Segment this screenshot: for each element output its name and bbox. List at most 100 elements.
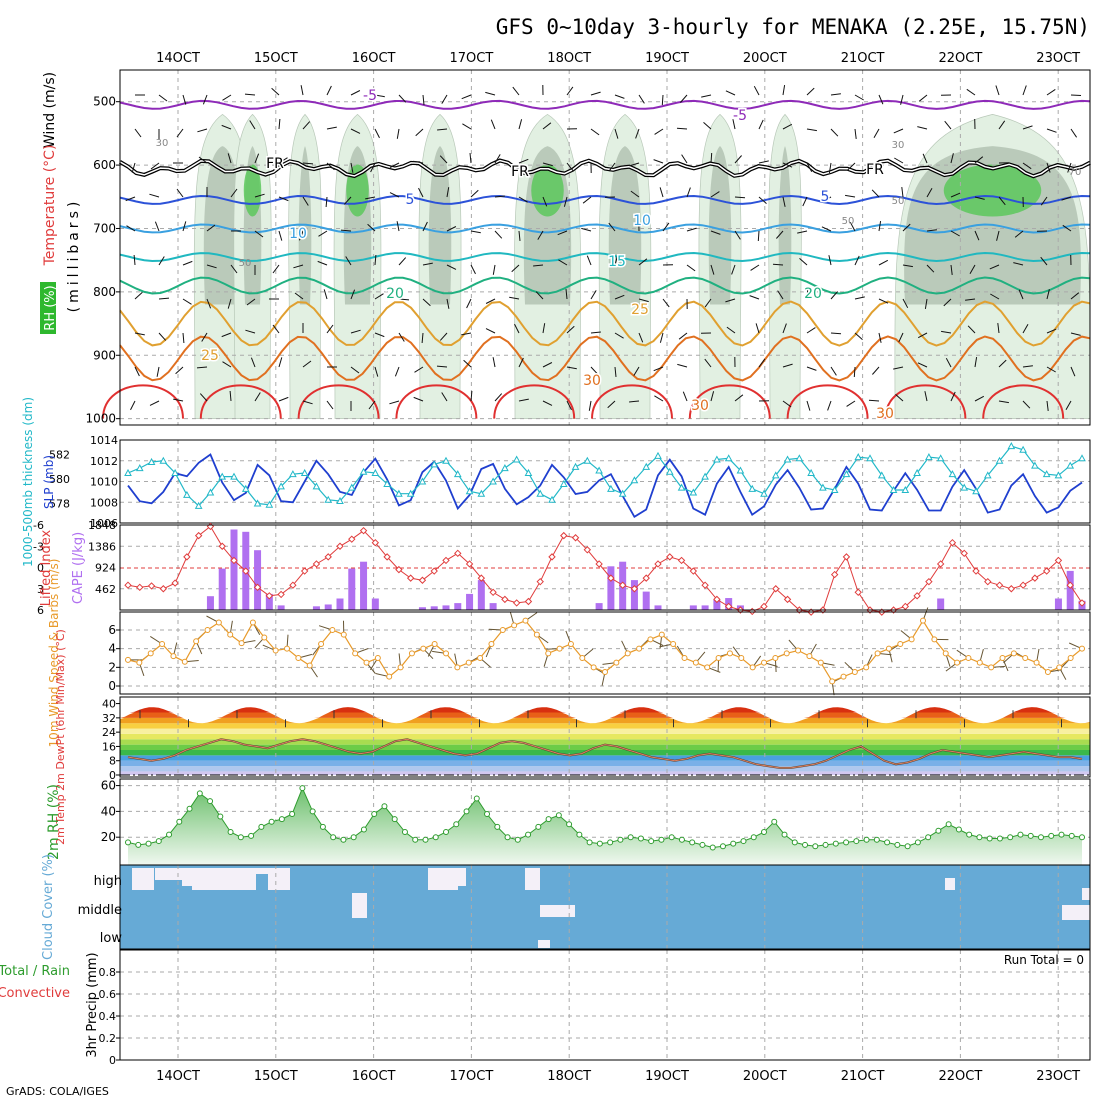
wind-barb [590,331,601,334]
wind-barb [566,400,572,411]
tick-label: 24 [102,726,116,739]
wind-barb [998,120,1006,130]
tick-label: 20 [101,830,116,844]
lifted-index-marker [925,577,933,586]
lifted-index-marker [948,539,957,547]
wind-barb [158,297,170,300]
rh2m-marker [617,836,624,843]
thickness-marker [842,470,851,478]
rh2m-marker [268,818,275,825]
wind-barb [917,126,928,130]
wind-barb [156,366,160,377]
wind-barb [350,289,356,300]
wind-barb [662,222,670,232]
temp-band [120,733,1090,740]
panel-slp-thickness: 1006 1008 1010 1012 1014 578 580 582 [49,434,1091,530]
wind-barb [413,396,424,402]
wind-barb [518,398,529,402]
wind-barb [206,298,212,309]
wind-barb [221,332,232,338]
lifted-index-line [127,525,1083,613]
rh2m-marker [761,829,767,836]
wind-barb [830,366,837,376]
wind-barb [509,296,520,300]
lifted-index-marker [395,565,403,574]
wind-barb [398,298,410,301]
lifted-index-marker [783,595,792,604]
wind-barb [149,193,160,198]
rh-plume-core [203,146,242,305]
wind-barb [758,160,769,164]
wind-barb [950,230,960,237]
wind-barb [446,264,457,270]
wind-barb [588,400,592,411]
thickness-marker [359,467,368,475]
lifted-index-marker [748,607,756,616]
isotherm-label: 5 [821,189,830,205]
wind-barb [974,230,980,241]
wind-barb [849,221,856,232]
wind-barb [206,224,216,232]
wind-barb [974,196,985,200]
wind-barb [250,357,256,368]
wind-barb [950,153,954,164]
wind-barb [806,162,813,173]
wind-barb [854,332,863,340]
lifted-index-marker [171,579,179,587]
top-date-label: 22OCT [939,51,983,66]
wind-barb [734,230,741,240]
rh2m-marker [607,839,614,846]
wind-barb [638,94,645,104]
wind-barb [469,153,472,164]
lifted-index-marker [136,583,144,592]
wind-barb [300,85,304,96]
wind-barb [422,221,428,232]
wind-barb [945,357,952,368]
cape-bar [607,566,615,610]
thickness-marker [477,489,486,497]
wind10m-marker [295,655,302,661]
wind-barb [635,128,640,139]
wind-barb [686,227,697,232]
wind-barb [302,121,311,130]
wind-barb [1022,400,1031,409]
tick-label: 1000 [85,412,116,426]
thickness-marker [948,470,957,478]
ylabel-rh: RH (%) [43,285,58,330]
tick-label: 40 [102,698,116,711]
lifted-index-marker [218,542,226,550]
temp-band [120,723,1090,729]
wind10m-marker [772,655,779,661]
thickness-marker [442,456,450,464]
wind-barb [470,189,479,198]
lifted-index-marker [1042,567,1051,575]
wind-barb [278,396,289,402]
credit-text: GrADS: COLA/IGES [6,1085,109,1098]
wind-barb [302,196,309,206]
cape-bar [713,599,721,610]
top-date-axis: 14OCT 15OCT 16OCT 17OCT 18OCT 19OCT 20OCT 21OCT… [156,51,1080,66]
wind10m-marker [329,627,336,633]
thickness-marker [430,460,439,468]
cloud-clear-patch [540,905,575,917]
thickness-marker [830,485,839,494]
wind-barb [176,128,184,138]
wind-barb [294,292,304,300]
wind-barb [846,400,856,407]
wind10m-marker [261,634,268,641]
bottom-date-label: 20OCT [743,1069,787,1084]
wind-barb [878,221,882,232]
wind-barb [750,264,760,271]
thickness-marker [913,468,921,476]
rh2m-marker [637,835,644,842]
isotherm-label: FR [866,162,884,178]
wind-barb [1062,224,1072,232]
top-date-label: 16OCT [352,51,396,66]
wind10m-marker [590,664,597,671]
wind-barb [126,225,136,232]
wind-barb [749,295,760,300]
wind10m-marker [931,636,938,643]
wind10m-marker [136,659,143,666]
rh2m-marker [843,839,850,846]
wind-barb [229,390,232,402]
